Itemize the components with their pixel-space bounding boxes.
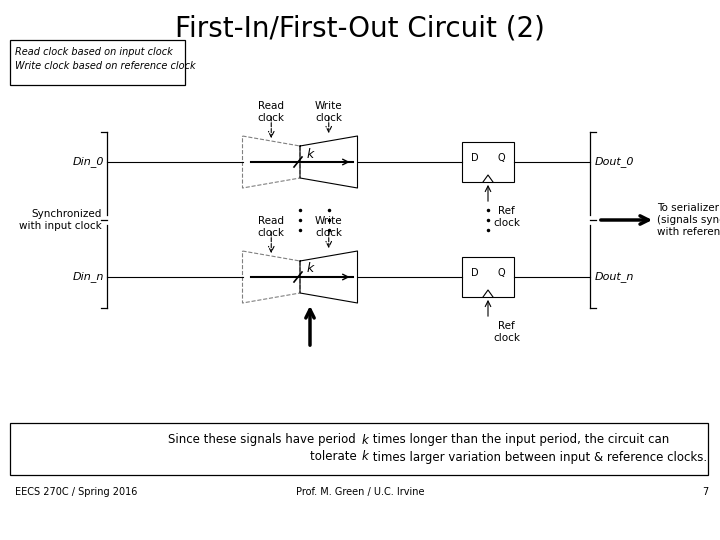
Text: times larger variation between input & reference clocks.: times larger variation between input & r… — [369, 450, 707, 463]
Text: Since these signals have period: Since these signals have period — [168, 434, 360, 447]
Text: k: k — [307, 262, 314, 275]
Text: Write
clock: Write clock — [315, 101, 343, 123]
Text: Q: Q — [498, 268, 505, 278]
Text: Read
clock: Read clock — [258, 216, 284, 238]
Text: D: D — [471, 153, 479, 163]
Text: Ref
clock: Ref clock — [493, 206, 520, 227]
Bar — [462, 257, 514, 297]
Text: Din_0: Din_0 — [73, 157, 104, 167]
Text: tolerate: tolerate — [310, 450, 360, 463]
Bar — [462, 142, 514, 182]
Bar — [10, 423, 708, 475]
Text: Din_n: Din_n — [73, 272, 104, 282]
Text: First-In/First-Out Circuit (2): First-In/First-Out Circuit (2) — [175, 14, 545, 42]
Text: Synchronized
with input clock: Synchronized with input clock — [19, 209, 102, 231]
Text: Write
clock: Write clock — [315, 216, 343, 238]
Text: Dout_0: Dout_0 — [595, 157, 634, 167]
Text: k: k — [362, 434, 369, 447]
Bar — [10, 40, 185, 85]
Text: Q: Q — [498, 153, 505, 163]
Text: Prof. M. Green / U.C. Irvine: Prof. M. Green / U.C. Irvine — [296, 487, 424, 497]
Text: times longer than the input period, the circuit can: times longer than the input period, the … — [369, 434, 670, 447]
Text: Read clock based on input clock: Read clock based on input clock — [15, 47, 173, 57]
Text: Ref
clock: Ref clock — [493, 321, 520, 342]
Text: To serializer
(signals synchronized
with reference clock): To serializer (signals synchronized with… — [657, 204, 720, 237]
Text: Dout_n: Dout_n — [595, 272, 634, 282]
Text: Read
clock: Read clock — [258, 101, 284, 123]
Text: D: D — [471, 268, 479, 278]
Text: Write clock based on reference clock: Write clock based on reference clock — [15, 61, 196, 71]
Text: k: k — [307, 147, 314, 160]
Text: 7: 7 — [702, 487, 708, 497]
Text: EECS 270C / Spring 2016: EECS 270C / Spring 2016 — [15, 487, 138, 497]
Text: k: k — [362, 450, 369, 463]
